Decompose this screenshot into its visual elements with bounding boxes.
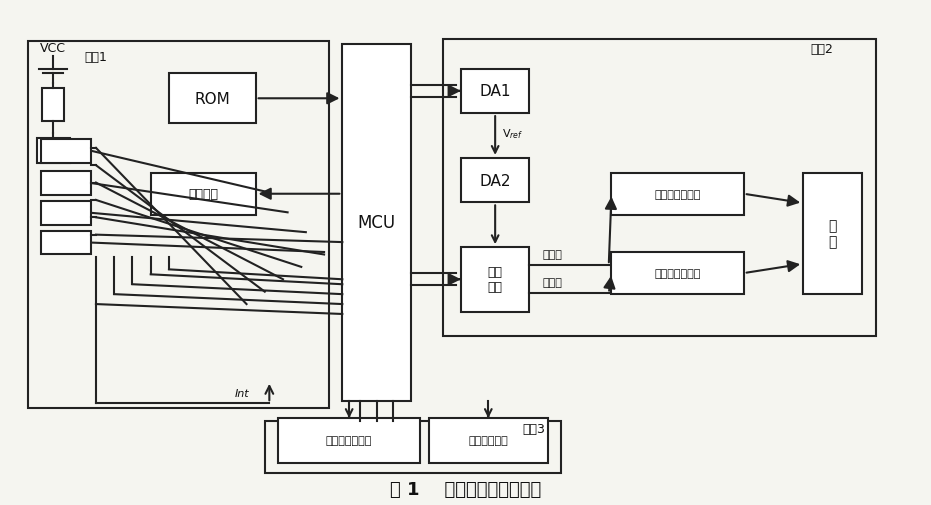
Text: 报警电路: 报警电路 bbox=[188, 188, 218, 201]
Text: V$_{ref}$: V$_{ref}$ bbox=[503, 127, 524, 140]
Text: 节目时间显示: 节目时间显示 bbox=[468, 436, 508, 445]
Bar bbox=[41, 140, 91, 164]
Bar bbox=[41, 172, 91, 195]
Bar bbox=[443, 40, 876, 337]
Bar bbox=[343, 44, 411, 401]
Text: DA1: DA1 bbox=[479, 84, 511, 99]
Bar bbox=[461, 159, 530, 203]
Bar bbox=[461, 247, 530, 312]
Text: 模块2: 模块2 bbox=[810, 43, 832, 56]
Bar bbox=[42, 89, 64, 121]
Bar bbox=[264, 421, 561, 473]
Text: 模块3: 模块3 bbox=[522, 422, 546, 435]
Bar bbox=[41, 231, 91, 255]
Bar bbox=[151, 173, 256, 216]
Bar bbox=[36, 139, 70, 164]
Text: 脑电放大滤波器: 脑电放大滤波器 bbox=[654, 189, 701, 199]
Bar bbox=[612, 252, 744, 294]
Bar bbox=[429, 418, 547, 463]
Text: 左声道: 左声道 bbox=[542, 249, 562, 260]
Bar bbox=[278, 418, 420, 463]
Text: Int: Int bbox=[235, 388, 250, 398]
Text: ROM: ROM bbox=[195, 91, 230, 107]
Text: MCU: MCU bbox=[358, 214, 396, 232]
Text: 耳
机: 耳 机 bbox=[829, 219, 837, 249]
Bar bbox=[28, 42, 329, 409]
Text: 模块1: 模块1 bbox=[85, 50, 107, 64]
Text: 节目指示灯显示: 节目指示灯显示 bbox=[326, 436, 372, 445]
Text: 脑电放大滤波器: 脑电放大滤波器 bbox=[654, 269, 701, 279]
Text: 模拟
开关: 模拟 开关 bbox=[488, 266, 503, 294]
Text: DA2: DA2 bbox=[479, 173, 511, 188]
Text: 右声道: 右声道 bbox=[542, 278, 562, 288]
Bar bbox=[169, 74, 256, 124]
Text: VCC: VCC bbox=[40, 41, 66, 55]
Bar bbox=[803, 173, 862, 294]
Text: 图 1    脑波仪系统结构框图: 图 1 脑波仪系统结构框图 bbox=[390, 480, 541, 498]
Bar bbox=[612, 173, 744, 216]
Bar bbox=[461, 69, 530, 114]
Bar bbox=[41, 201, 91, 225]
